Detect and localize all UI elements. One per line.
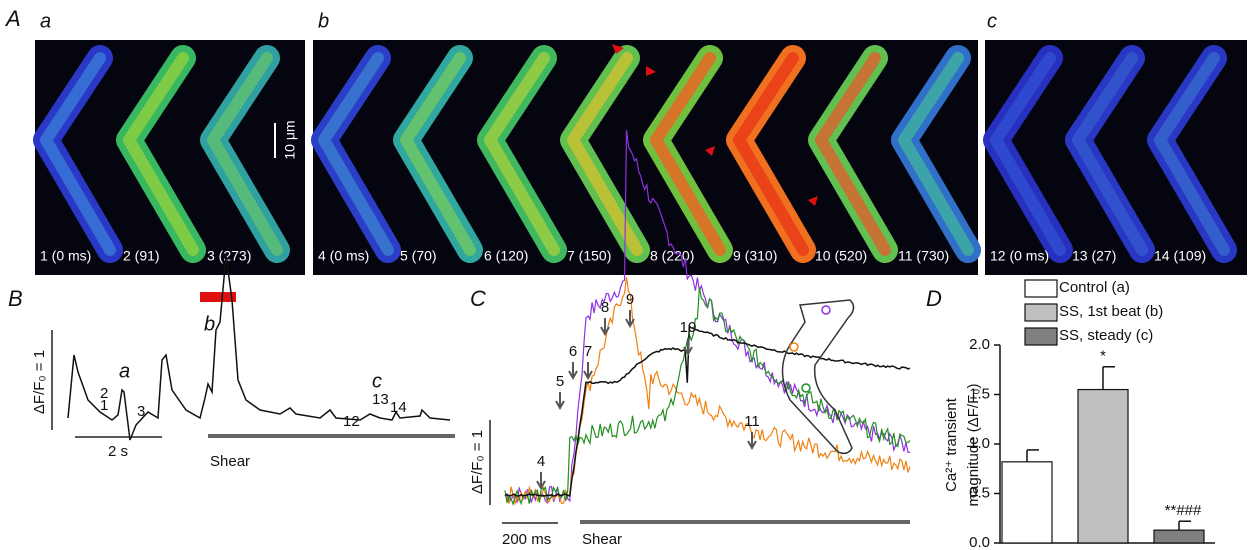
y-tick-label: 2.0 <box>969 336 990 353</box>
shear-label: Shear <box>582 531 622 548</box>
shear-label: Shear <box>210 453 250 470</box>
marker: 6 <box>569 343 577 360</box>
trace <box>504 287 911 506</box>
bar <box>1001 461 1053 544</box>
y-tick-label: 0.0 <box>969 534 990 550</box>
marker: 3 <box>137 403 145 420</box>
legend-swatch <box>1024 327 1058 346</box>
arrow <box>683 338 693 357</box>
bar <box>1153 529 1205 544</box>
frame-label: 12 (0 ms) <box>990 248 1049 264</box>
marker: 11 <box>744 413 760 430</box>
scale-label: ΔF/F₀ = 1 <box>31 350 48 414</box>
frame-label: 7 (150) <box>567 248 611 264</box>
cell-core <box>567 52 643 256</box>
cell-core <box>123 52 199 256</box>
marker: 13 <box>372 391 389 408</box>
trace <box>504 324 911 497</box>
cell-core <box>898 52 974 256</box>
frame-label: 6 (120) <box>484 248 528 264</box>
frame-label: 1 (0 ms) <box>40 248 91 264</box>
arrow <box>555 392 565 411</box>
arrow <box>568 362 578 381</box>
arrow <box>583 362 593 381</box>
frame-label: 4 (0 ms) <box>318 248 369 264</box>
panel-label: A <box>4 6 21 31</box>
bar <box>1077 388 1129 544</box>
cell-core <box>318 52 394 256</box>
panel-label: D <box>926 286 942 311</box>
cell-core <box>1154 52 1230 256</box>
cell-core <box>815 52 891 256</box>
sub-label: c <box>987 10 997 32</box>
frame-label: 10 (520) <box>815 248 867 264</box>
cell-core <box>40 52 116 256</box>
frame-label: 8 (220) <box>650 248 694 264</box>
roi <box>801 383 811 393</box>
y-tick-label: 0.5 <box>969 484 990 501</box>
marker: 14 <box>390 399 407 416</box>
annotation: * <box>1100 348 1106 365</box>
scale-label: 2 s <box>108 443 128 460</box>
legend-swatch <box>1024 279 1058 298</box>
y-axis-label: Ca²⁺ transient <box>943 397 960 492</box>
cell-core <box>650 52 726 256</box>
sub-label: a <box>40 10 51 32</box>
y-tick-label: 1.5 <box>969 385 990 402</box>
cell-core <box>400 52 476 256</box>
cell-core <box>484 52 560 256</box>
arrow <box>625 310 635 329</box>
cell-core <box>1072 52 1148 256</box>
cell-core <box>990 52 1066 256</box>
frame-label: 13 (27) <box>1072 248 1116 264</box>
panel-label: B <box>8 286 23 311</box>
trace <box>504 277 911 506</box>
marker: 10 <box>680 319 697 336</box>
legend-label: SS, steady (c) <box>1059 327 1153 344</box>
marker: 4 <box>537 453 545 470</box>
cell-outline <box>781 299 855 455</box>
frame-label: 3 (273) <box>207 248 251 264</box>
arrow <box>536 472 546 491</box>
trace <box>504 130 911 505</box>
arrows <box>612 44 818 206</box>
cell-core <box>207 52 283 256</box>
sub-label: b <box>318 10 329 32</box>
roi <box>789 342 799 352</box>
marker: 7 <box>584 343 592 360</box>
y-axis-label: magnitude (ΔF/F₀) <box>965 384 982 507</box>
scale-label: 10 μm <box>282 120 298 159</box>
legend-swatch <box>1024 303 1058 322</box>
sub-label: a <box>119 360 130 382</box>
trace <box>67 255 451 441</box>
roi <box>821 305 831 315</box>
cell-core <box>733 52 809 256</box>
shear-marker <box>200 292 236 302</box>
sub-label: b <box>204 313 215 335</box>
marker: 1 <box>100 397 108 414</box>
y-tick-label: 1.0 <box>969 435 990 452</box>
frame-label: 9 (310) <box>733 248 777 264</box>
scale-label: 200 ms <box>502 531 551 548</box>
frame-label: 2 (91) <box>123 248 160 264</box>
legend-label: Control (a) <box>1059 279 1130 296</box>
arrow <box>747 432 757 451</box>
scale-label: ΔF/F₀ = 1 <box>469 430 486 494</box>
frame-label: 5 (70) <box>400 248 437 264</box>
frame-label: 14 (109) <box>1154 248 1206 264</box>
sub-label: c <box>372 370 382 392</box>
marker: 9 <box>626 291 634 308</box>
arrow <box>600 318 610 337</box>
marker: 2 <box>100 385 108 402</box>
marker: 5 <box>556 373 564 390</box>
frame-label: 11 (730) <box>898 248 949 264</box>
marker: 8 <box>601 299 609 316</box>
legend-label: SS, 1st beat (b) <box>1059 303 1163 320</box>
marker: 12 <box>343 413 360 430</box>
panel-label: C <box>470 286 486 311</box>
annotation: **### <box>1165 502 1202 519</box>
